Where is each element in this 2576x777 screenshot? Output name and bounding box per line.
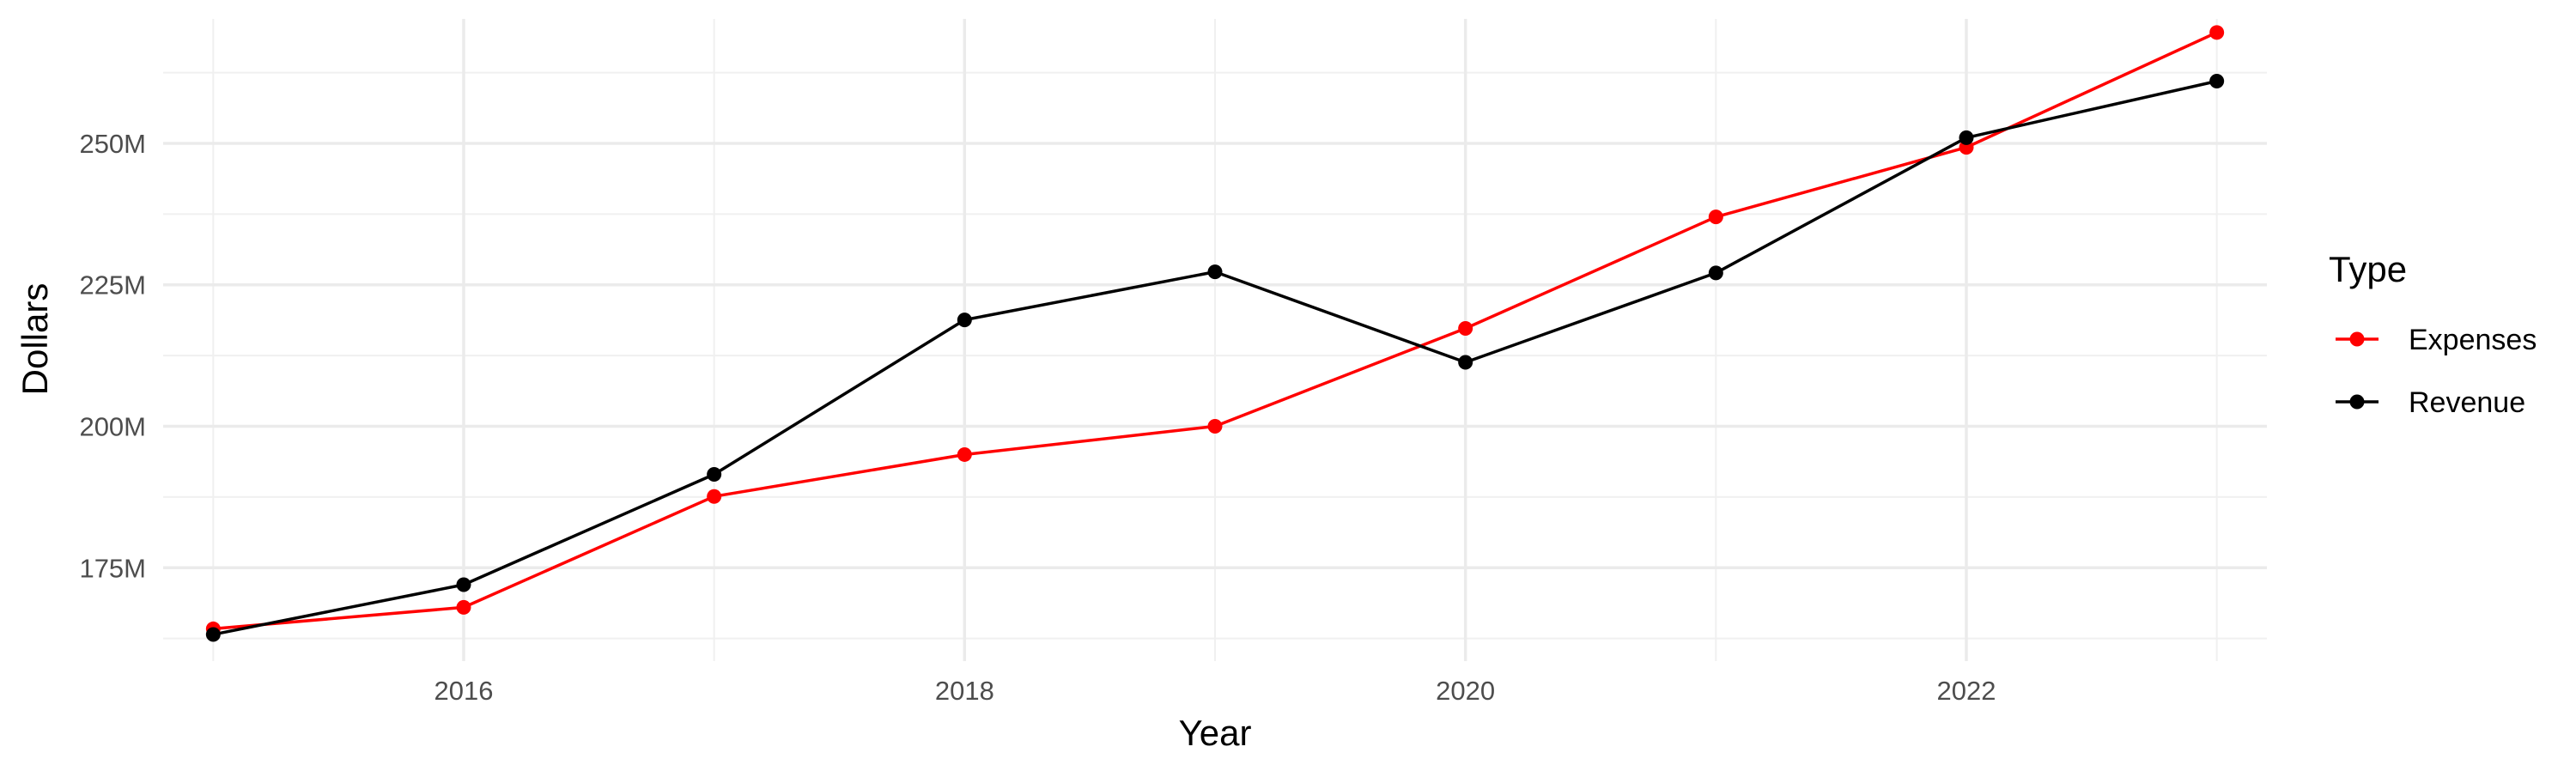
- legend: Type Expenses Revenue: [2329, 249, 2537, 419]
- series-layer: [205, 25, 2225, 642]
- y-tick-label: 175M: [79, 553, 146, 583]
- y-axis-title: Dollars: [15, 283, 55, 396]
- y-tick-label: 250M: [79, 129, 146, 159]
- legend-label-revenue: Revenue: [2409, 386, 2525, 419]
- x-tick-label: 2018: [935, 676, 994, 706]
- data-point-revenue: [1708, 265, 1723, 281]
- x-axis-title: Year: [1179, 713, 1252, 753]
- data-point-expenses: [957, 446, 972, 462]
- legend-key-point-revenue: [2349, 394, 2365, 410]
- x-tick-label: 2022: [1937, 676, 1996, 706]
- data-point-revenue: [2209, 73, 2225, 88]
- data-point-revenue: [1959, 130, 1974, 145]
- data-point-revenue: [205, 627, 221, 642]
- data-point-revenue: [957, 313, 972, 328]
- legend-title: Type: [2329, 249, 2407, 289]
- data-point-expenses: [2209, 25, 2225, 40]
- data-point-expenses: [1207, 419, 1223, 434]
- legend-key-point-expenses: [2349, 331, 2365, 347]
- data-point-revenue: [456, 577, 471, 592]
- y-tick-label: 200M: [79, 412, 146, 442]
- data-point-expenses: [707, 489, 722, 504]
- legend-label-expenses: Expenses: [2409, 324, 2537, 356]
- data-point-expenses: [456, 599, 471, 615]
- data-point-expenses: [1708, 209, 1723, 225]
- x-tick-label: 2020: [1436, 676, 1495, 706]
- x-tick-label: 2016: [434, 676, 494, 706]
- tick-labels: 2016 2018 2020 2022 175M 200M 225M 250M: [79, 129, 1996, 706]
- grid-layer: [163, 19, 2267, 661]
- data-point-revenue: [1207, 264, 1223, 280]
- data-point-revenue: [1458, 355, 1473, 370]
- y-tick-label: 225M: [79, 270, 146, 300]
- data-point-expenses: [1458, 320, 1473, 336]
- data-point-revenue: [707, 467, 722, 483]
